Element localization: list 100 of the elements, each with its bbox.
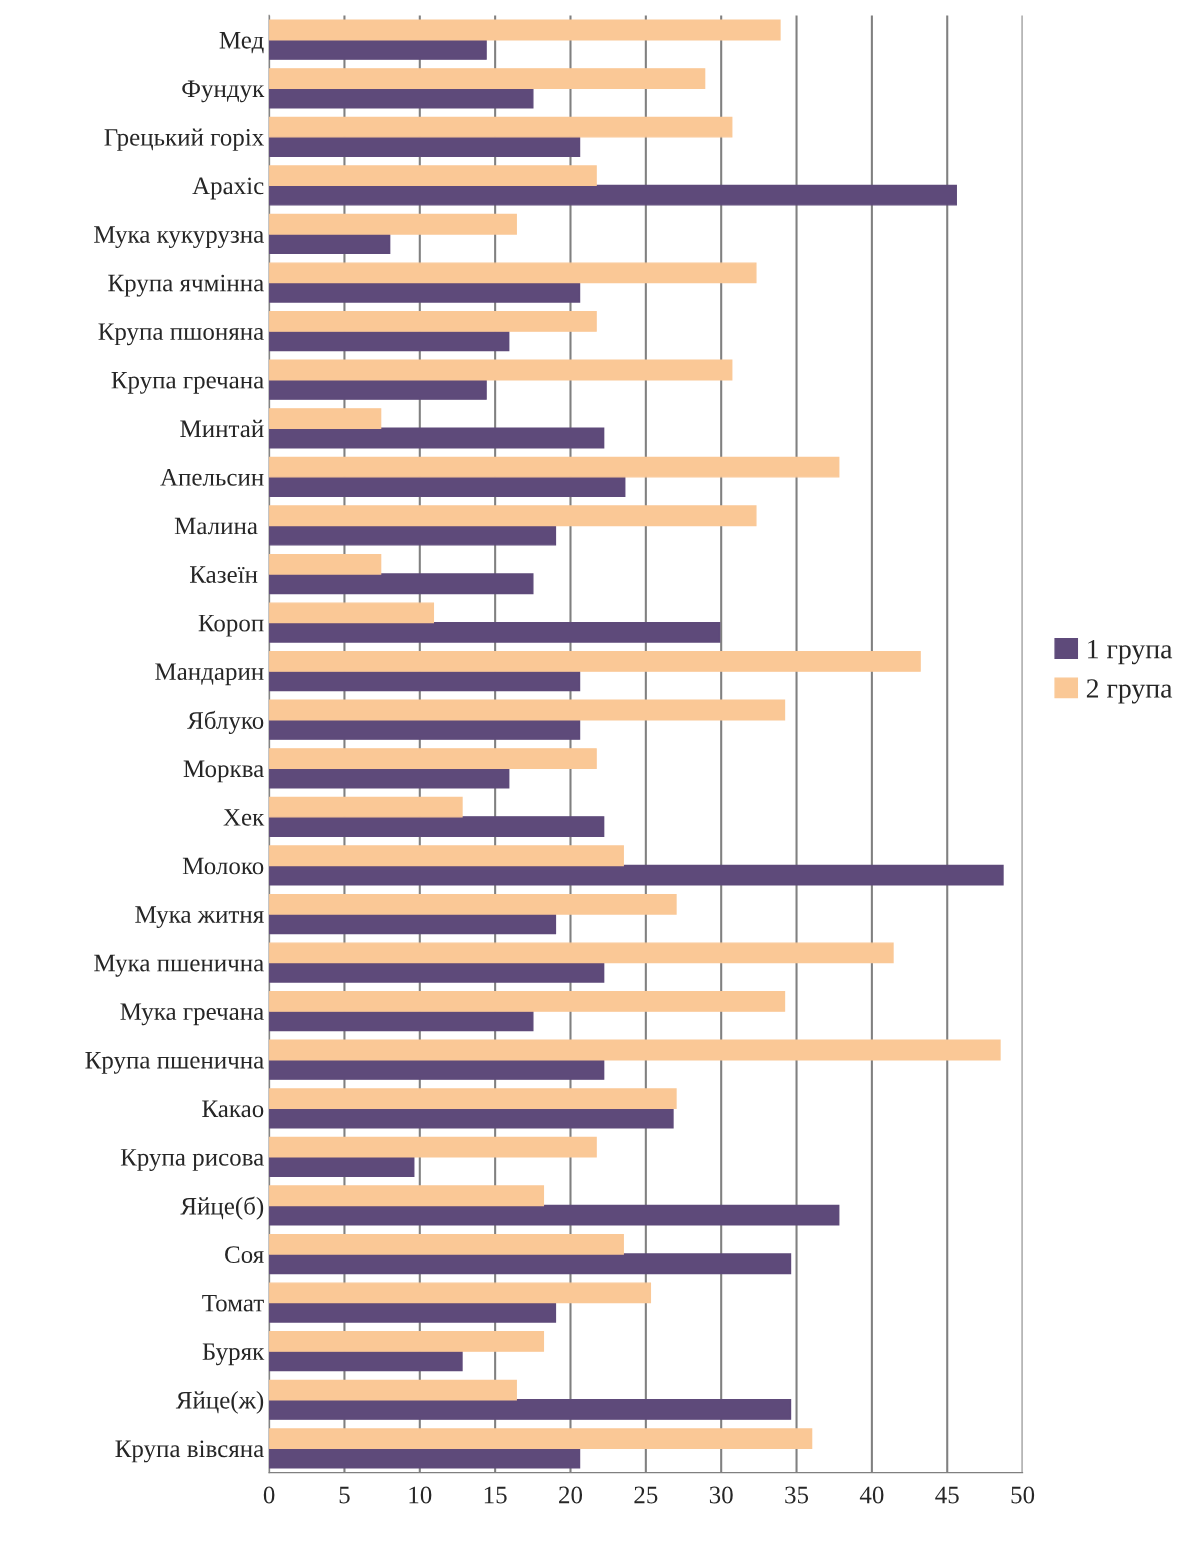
x-tick-label: 50 <box>1011 1486 1035 1504</box>
bar <box>269 1447 581 1469</box>
bar <box>269 1204 840 1226</box>
bar <box>269 1399 792 1420</box>
y-tick-label: Фундук <box>182 80 265 103</box>
bar <box>269 651 921 672</box>
bar <box>269 330 510 352</box>
y-tick-label: Крупа вівсяна <box>115 1440 264 1463</box>
x-tick-label: 15 <box>484 1486 507 1504</box>
bar <box>269 748 597 769</box>
bar <box>269 1059 605 1080</box>
y-tick-label: Короп <box>198 614 264 637</box>
y-tick-label: Яйце(б) <box>180 1196 264 1220</box>
bar <box>269 1039 1001 1061</box>
bar <box>269 1301 557 1323</box>
bar <box>269 87 534 109</box>
bar <box>269 136 581 157</box>
bar <box>269 621 721 643</box>
y-tick-label: Какао <box>202 1100 264 1118</box>
bar <box>269 184 957 206</box>
bar <box>269 602 435 624</box>
x-tick-label: 35 <box>785 1486 809 1504</box>
y-tick-label: Молоко <box>182 857 264 875</box>
bar <box>269 719 581 740</box>
bar <box>269 670 581 692</box>
y-tick-label: Соя <box>225 1246 264 1263</box>
x-tick-label: 5 <box>339 1486 350 1504</box>
bar <box>269 1379 517 1401</box>
y-tick-label: Томат <box>202 1294 264 1312</box>
bar <box>269 1331 545 1352</box>
bar <box>269 942 894 964</box>
y-tick-label: Мука кукурузна <box>94 226 264 249</box>
bar <box>269 1282 652 1304</box>
x-tick-label: 10 <box>409 1486 432 1504</box>
y-tick-label: Мука житня <box>135 906 264 929</box>
x-tick-label: 0 <box>263 1486 275 1504</box>
x-tick-label: 30 <box>709 1486 733 1504</box>
bar <box>269 165 597 187</box>
bar <box>269 505 757 527</box>
x-tick-label: 20 <box>559 1486 583 1504</box>
y-tick-label: Крупа ячмінна <box>108 274 264 297</box>
bar <box>269 1350 463 1372</box>
bar <box>269 524 557 546</box>
bar <box>269 1233 624 1255</box>
bar <box>269 39 487 60</box>
bar <box>269 311 597 332</box>
bar <box>269 1253 792 1275</box>
x-tick-label: 45 <box>935 1486 959 1504</box>
y-tick-label: Крупа гречана <box>111 371 264 394</box>
bar <box>269 408 382 429</box>
legend-label: 1 група <box>1088 639 1173 665</box>
y-tick-label: Хек <box>223 809 265 826</box>
bar <box>269 553 382 575</box>
y-tick-label: Арахіс <box>192 177 264 200</box>
x-tick-label: 25 <box>634 1486 658 1504</box>
y-tick-label: Мука гречана <box>120 1003 264 1026</box>
bar <box>269 573 534 595</box>
x-tick-label: 40 <box>859 1486 884 1504</box>
y-tick-label: Крупа пшоняна <box>98 323 264 346</box>
y-tick-label: Малина <box>174 517 258 535</box>
y-tick-label: Мука пшенична <box>94 954 264 977</box>
y-tick-label: Морква <box>183 760 264 783</box>
bar <box>269 991 786 1012</box>
y-tick-label: Яблуко <box>187 710 264 735</box>
y-tick-label: Грецький горіх <box>104 128 264 151</box>
y-tick-label: Буряк <box>202 1343 265 1366</box>
y-tick-label: Апельсин <box>160 469 264 486</box>
bar <box>269 1088 677 1110</box>
bar <box>269 1156 415 1178</box>
bar <box>269 1107 674 1129</box>
bar <box>269 359 733 381</box>
y-tick-label: Крупа пшенична <box>85 1052 264 1074</box>
bar <box>269 864 1004 886</box>
bar <box>269 281 581 303</box>
legend-label: 2 група <box>1086 679 1173 704</box>
bar <box>269 233 391 255</box>
y-tick-label: Крупа рисова <box>120 1149 264 1171</box>
bar <box>269 961 605 983</box>
bar <box>269 116 733 138</box>
bar <box>269 19 781 41</box>
bar <box>269 427 605 449</box>
bar <box>269 262 757 284</box>
bar <box>269 893 677 915</box>
bar <box>269 913 557 935</box>
bar <box>269 379 487 400</box>
bar <box>269 1136 597 1158</box>
bar <box>269 796 463 818</box>
bar <box>269 68 706 89</box>
bar <box>269 767 510 789</box>
bar <box>269 699 786 721</box>
bar <box>269 816 605 837</box>
bar <box>269 476 626 497</box>
y-tick-label: Мед <box>219 32 264 54</box>
y-tick-label: Мандарин <box>155 663 264 686</box>
bar <box>269 1010 534 1032</box>
bar <box>269 456 840 478</box>
y-tick-label: Яйце(ж) <box>175 1391 264 1414</box>
y-tick-label: Казеїн <box>189 566 258 583</box>
bar <box>269 1428 813 1450</box>
bar <box>269 213 517 235</box>
